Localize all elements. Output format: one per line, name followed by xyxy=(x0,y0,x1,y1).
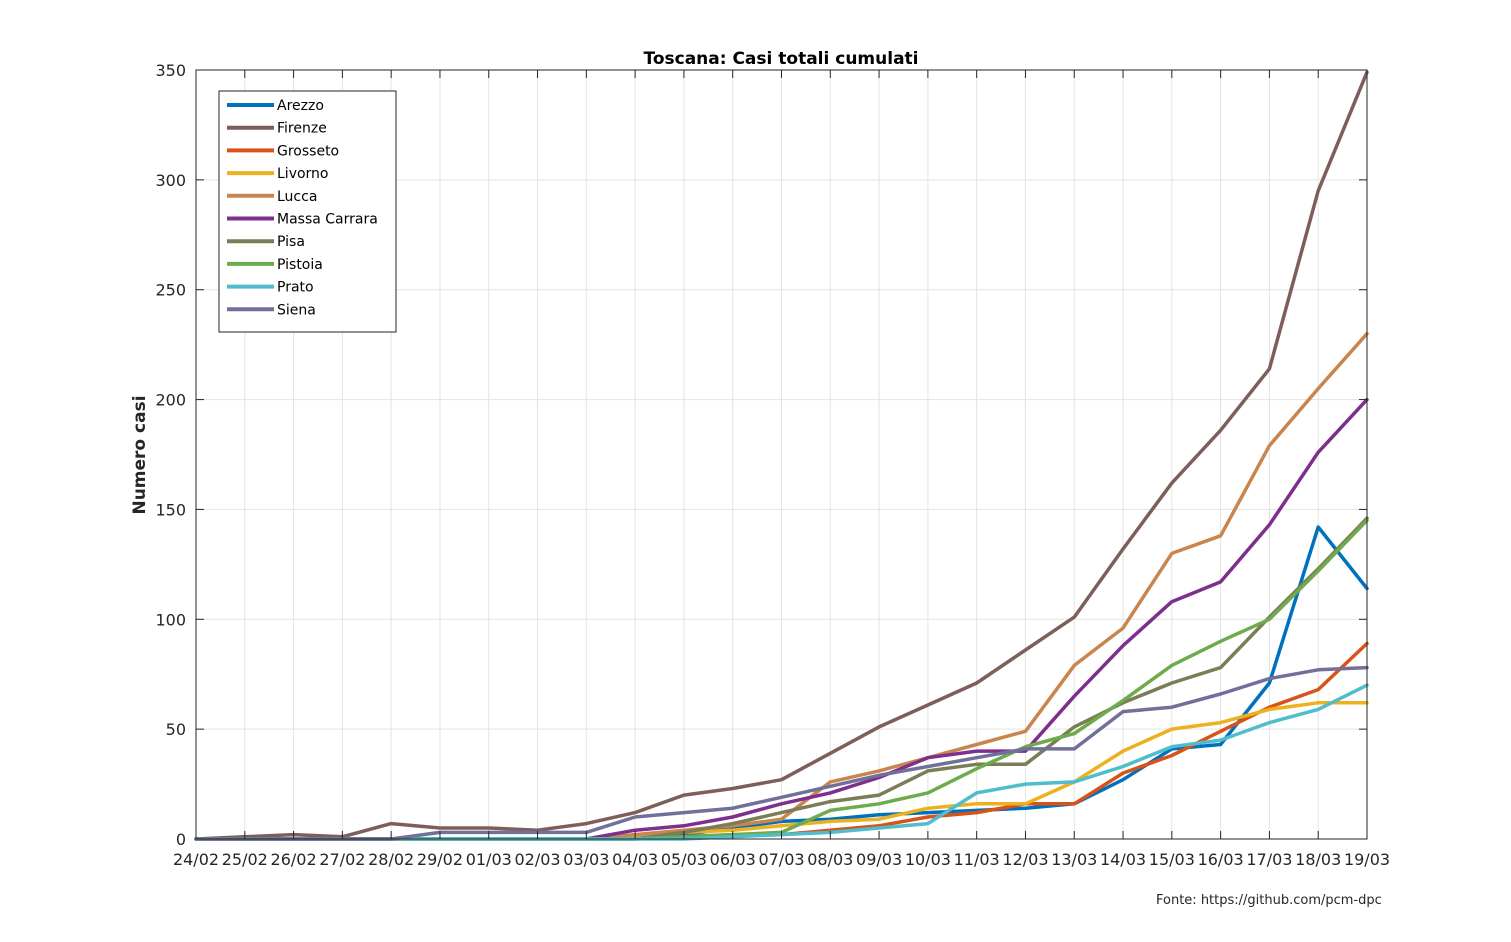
x-tick-label: 02/03 xyxy=(514,850,560,869)
y-tick-label: 100 xyxy=(155,610,186,629)
legend: Arezzo Firenze Grosseto Livorno Lucca Massa C… xyxy=(218,90,397,333)
x-tick-label: 27/02 xyxy=(319,850,365,869)
source-note: Fonte: https://github.com/pcm-dpc xyxy=(1156,893,1382,908)
x-tick-label: 04/03 xyxy=(612,850,658,869)
x-tick-label: 24/02 xyxy=(173,850,219,869)
x-tick-label: 01/03 xyxy=(466,850,512,869)
x-tick-label: 29/02 xyxy=(417,850,463,869)
x-tick-label: 17/03 xyxy=(1246,850,1292,869)
legend-label: Pistoia xyxy=(277,257,323,273)
legend-label: Arezzo xyxy=(277,98,324,114)
x-tick-label: 06/03 xyxy=(710,850,756,869)
legend-label: Pisa xyxy=(277,234,305,250)
x-tick-label: 07/03 xyxy=(758,850,804,869)
x-tick-label: 26/02 xyxy=(271,850,317,869)
x-axis-ticks: 24/02 25/02 26/02 27/02 28/02 29/02 01/03 02/03… xyxy=(173,70,1390,869)
x-tick-label: 09/03 xyxy=(856,850,902,869)
x-tick-label: 11/03 xyxy=(954,850,1000,869)
legend-label: Massa Carrara xyxy=(277,212,378,228)
legend-label: Prato xyxy=(277,280,314,296)
series-line-firenze xyxy=(194,70,1369,841)
x-tick-label: 03/03 xyxy=(563,850,609,869)
y-tick-label: 50 xyxy=(166,720,186,739)
legend-label: Lucca xyxy=(277,189,317,205)
y-tick-label: 150 xyxy=(155,500,186,519)
x-tick-label: 05/03 xyxy=(661,850,707,869)
y-tick-label: 200 xyxy=(155,391,186,410)
y-axis-ticks: 0 50 100 150 200 250 300 350 xyxy=(155,61,1367,849)
x-tick-label: 16/03 xyxy=(1198,850,1244,869)
x-tick-label: 18/03 xyxy=(1295,850,1341,869)
chart-title: Toscana: Casi totali cumulati xyxy=(643,49,918,69)
x-tick-label: 15/03 xyxy=(1149,850,1195,869)
x-tick-label: 10/03 xyxy=(905,850,951,869)
x-tick-label: 25/02 xyxy=(222,850,268,869)
legend-box xyxy=(218,90,397,333)
legend-label: Livorno xyxy=(277,166,329,182)
legend-label: Grosseto xyxy=(277,143,339,159)
x-tick-label: 12/03 xyxy=(1002,850,1048,869)
y-axis-label: Numero casi xyxy=(130,395,150,514)
x-tick-label: 14/03 xyxy=(1100,850,1146,869)
x-tick-label: 19/03 xyxy=(1344,850,1390,869)
y-tick-label: 350 xyxy=(155,61,186,80)
y-tick-label: 250 xyxy=(155,281,186,300)
y-tick-label: 0 xyxy=(176,830,186,849)
legend-label: Siena xyxy=(277,302,316,318)
x-tick-label: 08/03 xyxy=(807,850,853,869)
x-tick-label: 13/03 xyxy=(1051,850,1097,869)
y-tick-label: 300 xyxy=(155,171,186,190)
x-tick-label: 28/02 xyxy=(368,850,414,869)
legend-label: Firenze xyxy=(277,121,327,137)
